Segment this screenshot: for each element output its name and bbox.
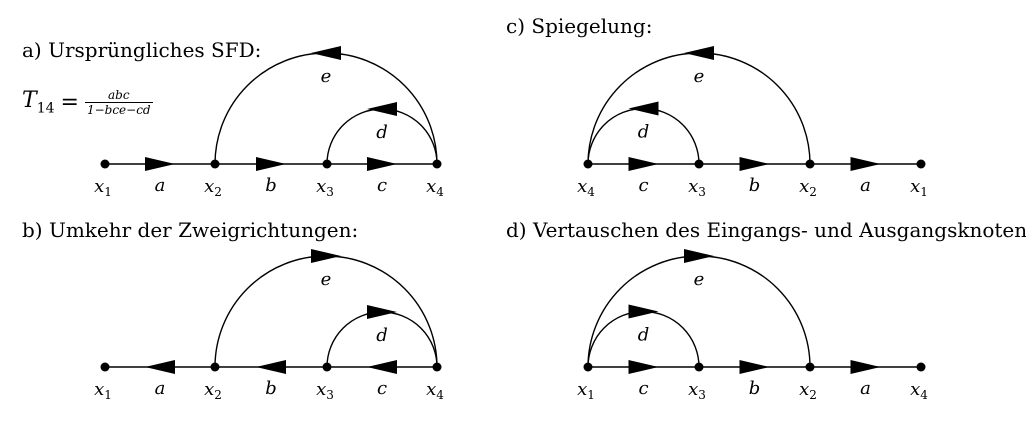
node-label-a-2: x2 bbox=[204, 176, 222, 199]
node-label-d-2: x3 bbox=[688, 379, 706, 402]
heading-d: d) Vertauschen des Eingangs- und Ausgang… bbox=[506, 218, 1026, 242]
heading-a: a) Ursprüngliches SFD: bbox=[22, 38, 262, 62]
node-b-1 bbox=[100, 362, 110, 372]
node-c-2 bbox=[694, 159, 704, 169]
outer-arc-label-c: e bbox=[694, 66, 705, 87]
node-b-3 bbox=[322, 362, 332, 372]
node-label-b-2: x2 bbox=[204, 379, 222, 402]
branch-arrow-b-1 bbox=[145, 360, 175, 374]
inner-arc-arrow-c bbox=[628, 101, 659, 116]
branch-gain-b-2: b bbox=[265, 378, 277, 399]
node-label-b-1: x1 bbox=[94, 379, 112, 402]
branch-gain-a-3: c bbox=[377, 175, 387, 196]
node-a-1 bbox=[100, 159, 110, 169]
inner-arc-label-b: d bbox=[376, 325, 388, 346]
node-a-3 bbox=[322, 159, 332, 169]
node-label-a-4: x4 bbox=[426, 176, 444, 199]
node-b-4 bbox=[432, 362, 442, 372]
node-label-c-3: x2 bbox=[799, 176, 817, 199]
inner-arc-arrow-b bbox=[367, 305, 397, 319]
node-a-4 bbox=[432, 159, 442, 169]
branch-arrow-b-3 bbox=[367, 360, 397, 374]
branch-gain-a-2: b bbox=[265, 175, 277, 196]
formula-equals: = bbox=[60, 90, 79, 115]
branch-arrow-d-1 bbox=[628, 360, 659, 374]
branch-arrow-c-2 bbox=[739, 157, 770, 171]
branch-arrow-d-3 bbox=[850, 360, 881, 374]
branch-arrow-a-2 bbox=[256, 157, 286, 171]
node-d-1 bbox=[583, 362, 593, 372]
branch-gain-d-3: a bbox=[860, 378, 871, 399]
formula-fraction: abc 1−bce−cd bbox=[84, 88, 153, 117]
branch-gain-c-1: c bbox=[638, 175, 648, 196]
branch-gain-d-1: c bbox=[638, 378, 648, 399]
node-label-c-2: x3 bbox=[688, 176, 706, 199]
node-c-4 bbox=[916, 159, 926, 169]
branch-arrow-a-3 bbox=[367, 157, 397, 171]
node-label-d-3: x2 bbox=[799, 379, 817, 402]
branch-arrow-a-1 bbox=[145, 157, 175, 171]
node-label-a-3: x3 bbox=[316, 176, 334, 199]
node-c-3 bbox=[805, 159, 815, 169]
inner-arc-arrow-a bbox=[367, 102, 397, 116]
node-label-d-4: x4 bbox=[910, 379, 928, 402]
node-label-c-1: x4 bbox=[577, 176, 595, 199]
branch-arrow-c-3 bbox=[850, 157, 881, 171]
node-label-a-1: x1 bbox=[94, 176, 112, 199]
branch-gain-a-1: a bbox=[155, 175, 166, 196]
branch-arrow-c-1 bbox=[628, 157, 659, 171]
outer-arc-label-a: e bbox=[321, 66, 332, 87]
outer-arc-arrow-a bbox=[311, 46, 341, 60]
inner-arc-label-c: d bbox=[638, 122, 650, 143]
outer-arc-label-b: e bbox=[321, 269, 332, 290]
branch-gain-b-1: a bbox=[155, 378, 166, 399]
heading-c: c) Spiegelung: bbox=[506, 14, 653, 38]
branch-arrow-d-2 bbox=[739, 360, 770, 374]
formula-lhs-sub: 14 bbox=[36, 100, 55, 117]
node-c-1 bbox=[583, 159, 593, 169]
branch-arrow-b-2 bbox=[256, 360, 286, 374]
node-label-d-1: x1 bbox=[577, 379, 595, 402]
outer-arc-arrow-d bbox=[684, 249, 714, 263]
node-a-2 bbox=[210, 159, 220, 169]
node-d-3 bbox=[805, 362, 815, 372]
transfer-function: T14 = abc 1−bce−cd bbox=[22, 88, 153, 117]
heading-b: b) Umkehr der Zweigrichtungen: bbox=[22, 218, 359, 242]
inner-arc-label-d: d bbox=[638, 325, 650, 346]
formula-lhs: T bbox=[22, 88, 37, 114]
inner-arc-arrow-d bbox=[628, 304, 659, 319]
node-d-2 bbox=[694, 362, 704, 372]
branch-gain-c-2: b bbox=[749, 175, 761, 196]
branch-gain-c-3: a bbox=[860, 175, 871, 196]
inner-arc-label-a: d bbox=[376, 122, 388, 143]
node-b-2 bbox=[210, 362, 220, 372]
outer-arc-arrow-c bbox=[684, 46, 714, 60]
node-d-4 bbox=[916, 362, 926, 372]
node-label-c-4: x1 bbox=[910, 176, 928, 199]
outer-arc-label-d: e bbox=[694, 269, 705, 290]
outer-arc-arrow-b bbox=[311, 249, 341, 263]
formula-numerator: abc bbox=[84, 88, 153, 103]
node-label-b-4: x4 bbox=[426, 379, 444, 402]
formula-denominator: 1−bce−cd bbox=[86, 103, 151, 117]
branch-gain-b-3: c bbox=[377, 378, 387, 399]
node-label-b-3: x3 bbox=[316, 379, 334, 402]
branch-gain-d-2: b bbox=[749, 378, 761, 399]
